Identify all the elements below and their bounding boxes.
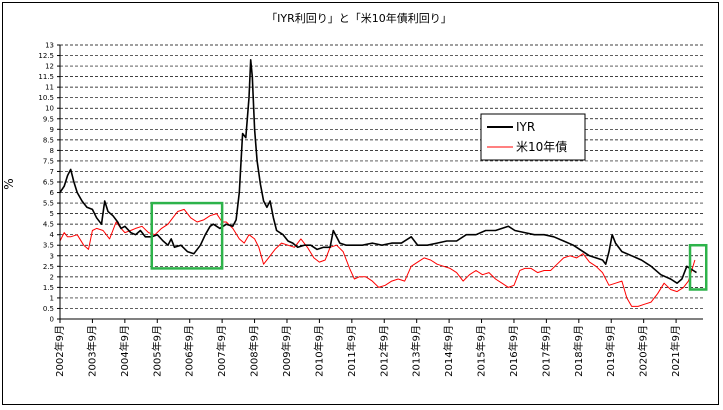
y-tick-label: 9.5 [43, 115, 54, 123]
x-tick-label: 2018年9月 [572, 325, 585, 377]
y-tick-label: 5 [50, 210, 54, 218]
y-tick-label: 2 [50, 273, 54, 281]
highlight-box [688, 243, 708, 291]
y-tick-label: 7 [50, 168, 54, 176]
y-tick-label: 0.5 [43, 305, 54, 313]
x-tick-label: 2007年9月 [215, 325, 228, 377]
y-tick-label: 3.5 [43, 242, 54, 250]
y-tick-label: 5.5 [43, 200, 54, 208]
y-tick-label: 0 [50, 316, 54, 324]
series-line-us10y [59, 208, 696, 307]
x-tick-label: 2011年9月 [345, 325, 358, 377]
x-ticks: 2002年9月 2003年9月 2004年9月 2005年9月 2006年9月 2007年… [53, 319, 682, 377]
y-tick-label: 11 [45, 84, 54, 92]
grid [60, 44, 703, 309]
y-tick-label: 8 [50, 147, 54, 155]
y-tick-label: 10.5 [38, 94, 54, 102]
x-tick-label: 2004年9月 [118, 325, 131, 377]
x-tick-label: 2017年9月 [539, 325, 552, 377]
x-tick-label: 2003年9月 [85, 325, 98, 377]
y-tick-label: 9 [50, 126, 54, 134]
x-tick-label: 2013年9月 [410, 325, 423, 377]
y-tick-label: 2.5 [43, 263, 54, 271]
series-line-iyr [59, 58, 697, 285]
legend-label: IYR [516, 120, 535, 134]
x-tick-label: 2006年9月 [183, 325, 196, 377]
legend: IYR 米10年債 [480, 113, 586, 161]
x-tick-label: 2002年9月 [53, 325, 66, 377]
chart-frame: 「IYR利回り」と「米10年債利回り」 % 0 0.5 1 1.5 2 2.5 3 3.5 4 4… [2, 2, 719, 405]
x-tick-label: 2012年9月 [377, 325, 390, 377]
legend-label: 米10年債 [516, 139, 567, 154]
y-tick-label: 1 [50, 294, 54, 302]
y-ticks: 00.511.522.533.544.555.566.577.588.599.5… [38, 42, 60, 324]
y-tick-label: 7.5 [43, 157, 54, 165]
y-axis-label: % [3, 178, 16, 189]
y-tick-label: 3 [50, 252, 54, 260]
x-tick-label: 2015年9月 [475, 325, 488, 377]
y-tick-label: 13 [45, 42, 54, 50]
y-tick-label: 8.5 [43, 136, 54, 144]
legend-box [480, 113, 586, 161]
chart: 「IYR利回り」と「米10年債利回り」 % 00.511.522.533.544… [2, 11, 708, 377]
y-tick-label: 12 [45, 63, 54, 71]
x-tick-label: 2014年9月 [442, 325, 455, 377]
highlights [150, 201, 708, 291]
x-tick-label: 2009年9月 [280, 325, 293, 377]
y-tick-label: 1.5 [43, 284, 54, 292]
y-tick-label: 4.5 [43, 221, 54, 229]
x-tick-label: 2021年9月 [669, 325, 682, 377]
y-tick-label: 10 [45, 105, 54, 113]
y-tick-label: 6.5 [43, 179, 54, 187]
y-tick-label: 4 [50, 231, 55, 239]
highlight-box [150, 201, 224, 270]
y-tick-label: 12.5 [38, 52, 54, 60]
series-layer [59, 58, 697, 307]
y-tick-label: 6 [50, 189, 55, 197]
x-tick-label: 2008年9月 [248, 325, 261, 377]
x-tick-label: 2010年9月 [312, 325, 325, 377]
x-tick-label: 2005年9月 [150, 325, 163, 377]
x-tick-label: 2020年9月 [637, 325, 650, 377]
x-tick-label: 2019年9月 [604, 325, 617, 377]
y-tick-label: 11.5 [38, 73, 54, 81]
x-tick-label: 2016年9月 [507, 325, 520, 377]
chart-title: 「IYR利回り」と「米10年債利回り」 [266, 11, 452, 25]
